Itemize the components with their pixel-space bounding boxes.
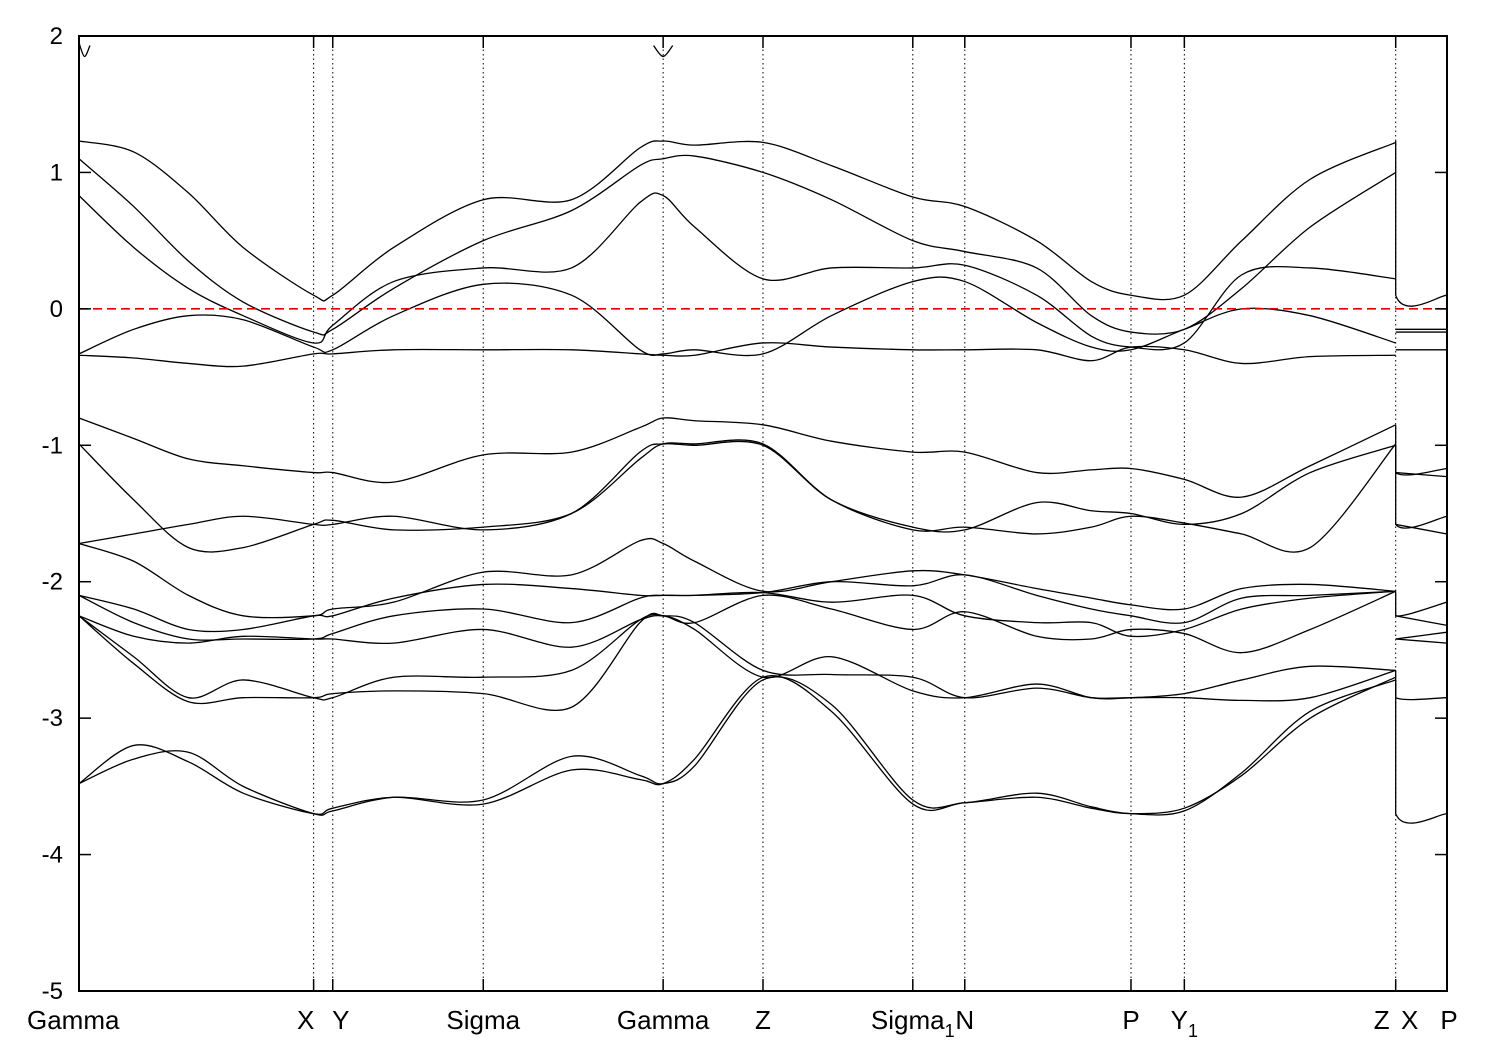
kpoint-label: N [955,1005,974,1035]
y-axis-ticks: 2 1 0 -1 -2 -3 -4 -5 [42,23,1447,1005]
kpoint-label: Gamma [617,1005,710,1035]
y-tick-label: -1 [42,432,63,459]
band-line-8 [78,440,1396,545]
band-line-14 [78,612,1396,712]
band-line-5 [78,342,1396,368]
band-line-12 [78,590,1396,654]
y-tick-label: -3 [42,705,63,732]
kpoint-label: Sigma [446,1005,520,1035]
band-line-2 [78,154,1397,336]
y-tick-label: 1 [50,159,63,186]
band-line-19 [1395,141,1448,307]
band-line-26 [1395,523,1448,535]
kpoint-label: X [1401,1005,1418,1035]
band-line-4 [78,276,1396,357]
kpoint-label: P [1440,1005,1457,1035]
band-line-17 [78,42,91,58]
kpoint-label: Y1 [1171,1005,1198,1041]
x-axis-kpoint-labels: Gamma X Y Sigma Gamma Z Sigma1 N P Y1 Z X P [27,36,1458,1041]
kpoint-label: Sigma1 [871,1005,955,1041]
band-line-3 [78,192,1396,351]
kpoint-label: Z [755,1005,771,1035]
band-line-30 [1395,638,1448,644]
band-line-1 [78,140,1396,302]
band-line-9 [78,537,1396,619]
y-tick-label: -2 [42,569,63,596]
band-line-24 [1395,471,1448,478]
band-line-11 [78,590,1396,641]
y-tick-label: -4 [42,842,63,869]
kpoint-divider-lines [313,36,1397,991]
band-lines [78,42,1448,824]
band-line-32 [1395,679,1448,824]
band-line-28 [1395,615,1448,627]
band-line-16 [78,675,1396,815]
band-line-29 [1395,631,1448,640]
kpoint-label: X [297,1005,314,1035]
y-tick-label: 0 [50,296,63,323]
band-line-6 [78,417,1396,498]
kpoint-label: Y [332,1005,349,1035]
band-line-13 [78,613,1396,702]
band-line-23 [1395,424,1448,476]
kpoint-label: Z [1374,1005,1390,1035]
band-line-25 [1395,445,1448,529]
band-line-18 [653,45,674,58]
kpoint-label: P [1122,1005,1139,1035]
kpoint-label: Gamma [27,1005,120,1035]
band-line-31 [1395,670,1448,701]
band-line-27 [1395,591,1448,617]
band-line-7 [78,439,1397,553]
y-tick-label: -5 [42,978,63,1005]
y-tick-label: 2 [50,23,63,50]
